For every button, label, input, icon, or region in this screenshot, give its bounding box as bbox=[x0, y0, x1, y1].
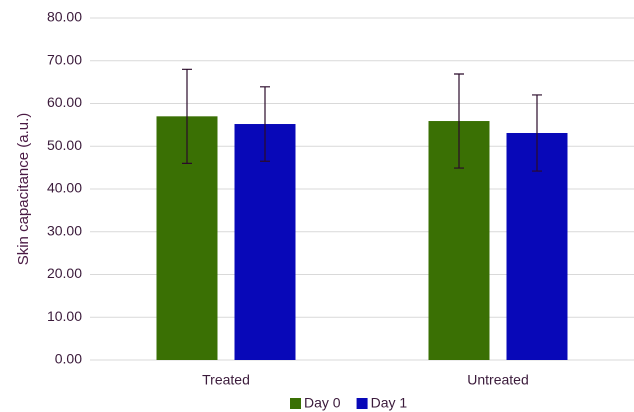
legend-swatch bbox=[290, 398, 301, 409]
error-bar bbox=[260, 86, 270, 162]
error-bar bbox=[532, 94, 542, 172]
legend-label: Day 1 bbox=[371, 395, 408, 411]
y-tick-label: 80.00 bbox=[47, 9, 82, 25]
y-tick-label: 0.00 bbox=[55, 351, 82, 367]
y-tick-label: 50.00 bbox=[47, 137, 82, 153]
x-tick-label: Untreated bbox=[467, 372, 528, 388]
y-axis-label: Skin capacitance (a.u.) bbox=[15, 113, 32, 266]
legend-swatch bbox=[356, 398, 368, 409]
y-tick-label: 30.00 bbox=[47, 222, 82, 238]
bar bbox=[234, 124, 296, 361]
legend-label: Day 0 bbox=[304, 395, 341, 411]
error-bar bbox=[182, 68, 192, 164]
error-bar bbox=[454, 73, 464, 169]
y-tick-label: 40.00 bbox=[47, 180, 82, 196]
y-tick-label: 60.00 bbox=[47, 94, 82, 110]
x-tick-label: Treated bbox=[202, 372, 250, 388]
y-tick-label: 20.00 bbox=[47, 265, 82, 281]
y-tick-label: 70.00 bbox=[47, 51, 82, 67]
y-tick-label: 10.00 bbox=[47, 308, 82, 324]
